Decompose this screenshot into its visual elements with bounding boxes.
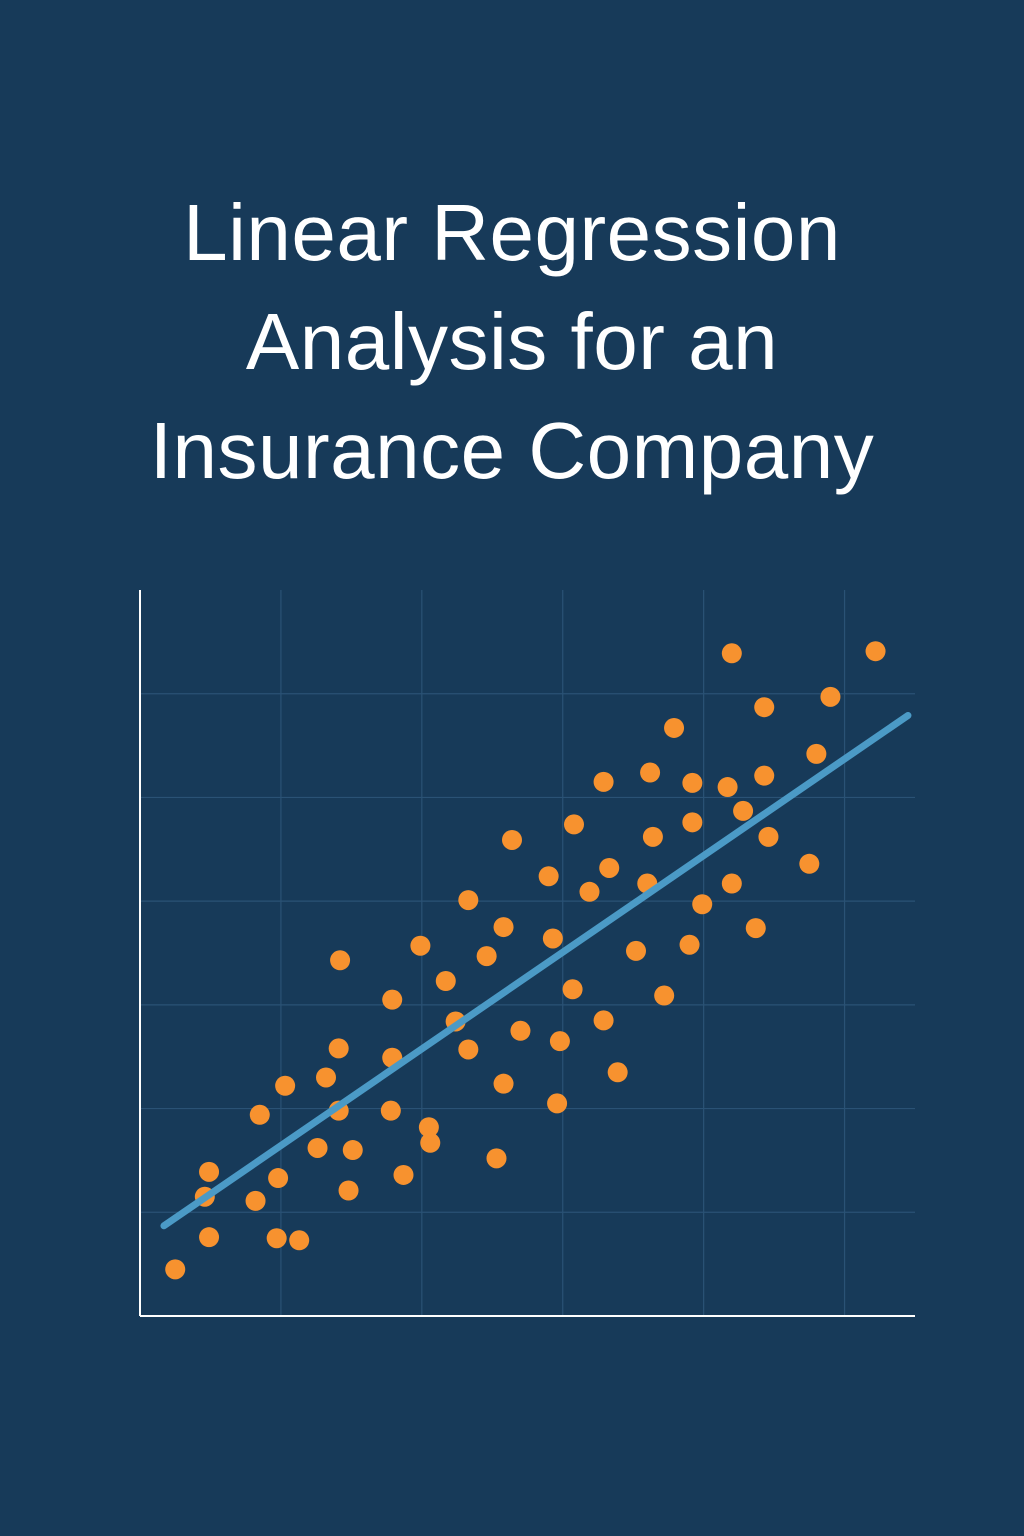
grid (140, 590, 915, 1316)
data-point (510, 1020, 531, 1041)
regression-line (160, 711, 912, 1230)
data-point (245, 1190, 266, 1211)
data-point (549, 1031, 570, 1052)
data-point (593, 1010, 614, 1031)
data-point (330, 950, 351, 971)
data-point (420, 1132, 441, 1153)
data-point (268, 1168, 289, 1189)
data-point (476, 946, 497, 967)
data-point (165, 1259, 186, 1280)
title-line-3: Insurance Company (149, 406, 875, 495)
title-line-1: Linear Regression (183, 188, 841, 277)
data-points (165, 641, 886, 1280)
data-point (579, 881, 600, 902)
data-point (640, 762, 661, 783)
data-point (316, 1067, 336, 1088)
data-point (542, 928, 563, 949)
axes (139, 590, 915, 1317)
data-point (717, 777, 738, 798)
data-point (382, 989, 403, 1010)
data-point (289, 1230, 310, 1251)
data-point (435, 971, 456, 992)
data-point (328, 1038, 349, 1059)
data-point (342, 1140, 363, 1161)
data-point (380, 1100, 401, 1121)
data-point (865, 641, 886, 662)
data-point (493, 1073, 514, 1094)
data-point (758, 826, 779, 847)
data-point (493, 917, 514, 938)
data-point (682, 772, 703, 793)
data-point (564, 814, 584, 835)
data-point (458, 1039, 479, 1060)
data-point (745, 918, 766, 939)
data-point (806, 743, 827, 764)
data-point (275, 1075, 296, 1096)
data-point (820, 686, 841, 707)
data-point (418, 1117, 439, 1138)
data-point (307, 1137, 328, 1158)
data-point (721, 643, 742, 664)
data-point (626, 940, 646, 961)
title-line-2: Analysis for an (245, 297, 779, 386)
data-point (458, 890, 479, 911)
data-point (199, 1227, 220, 1248)
data-point (664, 717, 685, 738)
data-point (599, 857, 620, 878)
data-point (733, 800, 754, 821)
data-point (562, 979, 583, 1000)
data-point (799, 853, 820, 874)
data-point (266, 1228, 287, 1249)
data-point (593, 771, 614, 792)
data-point (682, 812, 703, 833)
data-point (338, 1180, 359, 1201)
data-point (502, 829, 522, 850)
data-point (754, 765, 775, 786)
data-point (199, 1161, 220, 1182)
data-point (410, 935, 431, 956)
data-point (607, 1062, 628, 1083)
data-point (692, 894, 713, 915)
data-point (721, 873, 742, 894)
title: Linear Regression Analysis for an Insura… (0, 178, 1024, 505)
regression-line-group (160, 711, 912, 1230)
data-point (393, 1164, 414, 1185)
data-point (547, 1093, 568, 1114)
data-point (679, 934, 700, 955)
data-point (538, 866, 559, 887)
data-point (642, 826, 663, 847)
data-point (249, 1104, 270, 1125)
data-point (754, 697, 775, 718)
data-point (486, 1148, 507, 1169)
data-point (654, 985, 675, 1006)
